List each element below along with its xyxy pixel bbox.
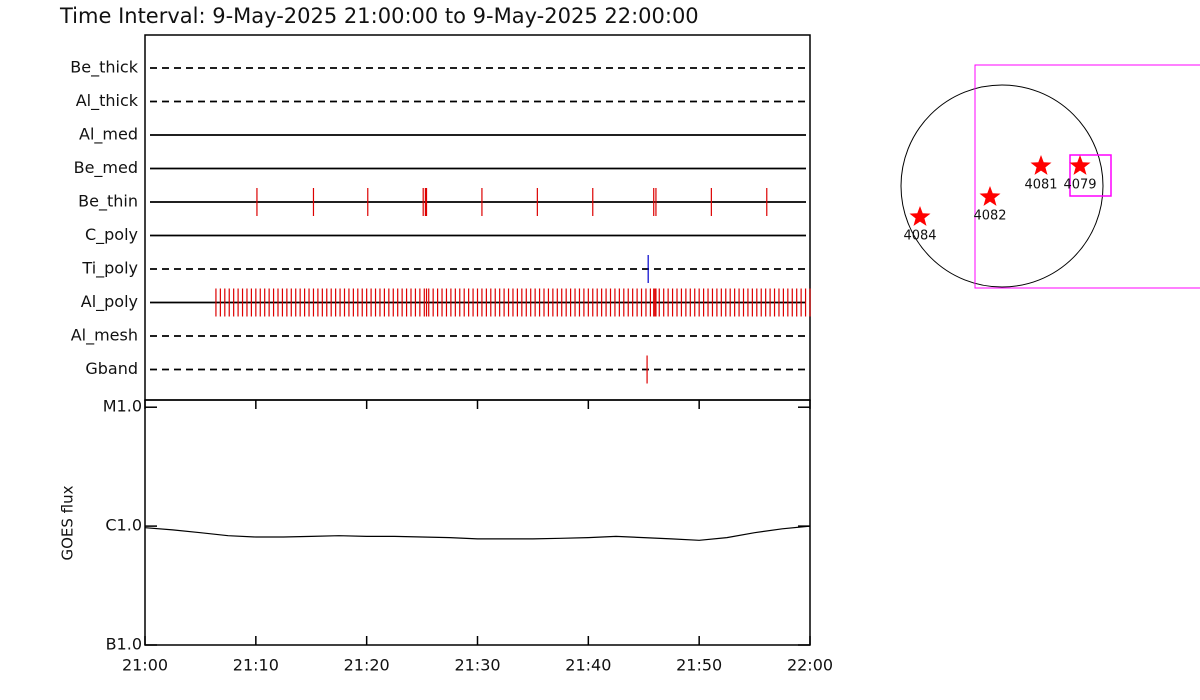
row-label: Al_poly <box>81 292 138 312</box>
row-label: Al_med <box>79 125 138 145</box>
row-label: Ti_poly <box>81 259 138 279</box>
x-tick-label: 21:50 <box>676 656 722 675</box>
region-star <box>1069 155 1091 175</box>
fov-box <box>1069 154 1112 197</box>
region-label: 4082 <box>973 209 1006 224</box>
y-tick-label: M1.0 <box>103 397 142 416</box>
x-tick-label: 21:00 <box>122 656 168 675</box>
region-label: 4081 <box>1024 178 1057 193</box>
goes-frame <box>144 399 811 646</box>
x-tick-label: 22:00 <box>787 656 833 675</box>
row-label: Be_thin <box>78 192 138 212</box>
region-star <box>909 206 931 226</box>
row-label: Gband <box>85 359 138 378</box>
region-star <box>979 186 1001 206</box>
row-label: Al_thick <box>76 91 139 111</box>
fov-box <box>974 64 1200 289</box>
solar-disk <box>900 84 1104 288</box>
x-tick-label: 21:10 <box>233 656 279 675</box>
row-label: Be_med <box>74 158 138 178</box>
row-label: Al_mesh <box>71 326 138 346</box>
row-label: C_poly <box>85 225 138 245</box>
timeline-frame <box>144 34 811 401</box>
x-tick-label: 21:40 <box>565 656 611 675</box>
y-tick-label: B1.0 <box>106 635 142 654</box>
x-tick-label: 21:30 <box>454 656 500 675</box>
goes-curve <box>144 525 811 541</box>
y-axis-label: GOES flux <box>59 485 77 560</box>
region-label: 4084 <box>903 229 936 244</box>
x-tick-label: 21:20 <box>344 656 390 675</box>
row-label: Be_thick <box>70 58 138 78</box>
chart-title: Time Interval: 9-May-2025 21:00:00 to 9-… <box>59 4 699 28</box>
region-label: 4079 <box>1063 178 1096 193</box>
y-tick-label: C1.0 <box>105 516 142 535</box>
region-star <box>1030 155 1052 175</box>
